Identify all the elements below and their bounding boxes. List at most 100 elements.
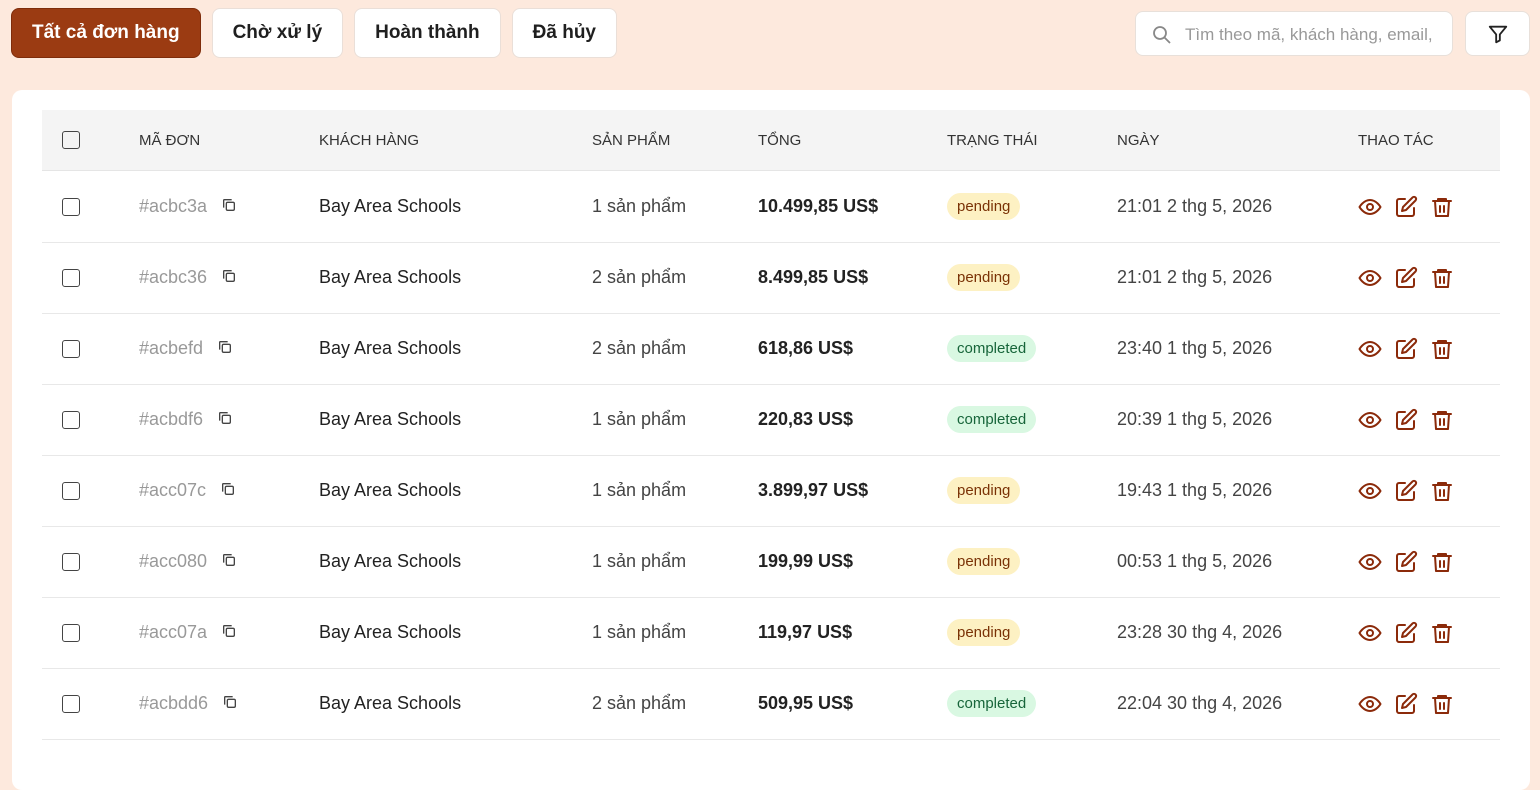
- status-cell: pending: [947, 455, 1021, 526]
- edit-button[interactable]: [1394, 266, 1418, 290]
- customer: Bay Area Schools: [319, 409, 462, 429]
- delete-button[interactable]: [1430, 195, 1454, 219]
- table-row[interactable]: #acc07c Bay Area Schools 1 sản phẩm 3.899,9…: [42, 455, 1500, 527]
- status-cell: pending: [947, 526, 1021, 597]
- delete-button[interactable]: [1430, 337, 1454, 361]
- order-id: #acc080: [139, 551, 208, 571]
- copy-icon[interactable]: [221, 197, 237, 213]
- row-checkbox[interactable]: [62, 268, 80, 287]
- copy-icon[interactable]: [217, 339, 233, 355]
- delete-button[interactable]: [1430, 621, 1454, 645]
- product-count: 1 sản phẩm: [592, 551, 687, 571]
- status-cell: pending: [947, 242, 1021, 313]
- view-button[interactable]: [1358, 621, 1382, 645]
- order-id-cell: #acc080: [139, 526, 237, 597]
- order-total: 509,95 US$: [758, 693, 854, 713]
- actions-cell: [1358, 455, 1454, 526]
- order-id-cell: #acbc36: [139, 242, 237, 313]
- status-badge: pending: [947, 548, 1021, 575]
- filter-button[interactable]: [1465, 11, 1530, 56]
- actions-cell: [1358, 242, 1454, 313]
- view-button[interactable]: [1358, 408, 1382, 432]
- table-row[interactable]: #acc080 Bay Area Schools 1 sản phẩm 199,99 …: [42, 526, 1500, 598]
- header-cell: MÃ ĐƠN: [139, 131, 201, 149]
- view-button[interactable]: [1358, 550, 1382, 574]
- row-checkbox[interactable]: [62, 410, 80, 429]
- table-header: MÃ ĐƠN KHÁCH HÀNG SẢN PHẨM TỔNG TRẠNG THÁI NG…: [42, 110, 1500, 171]
- edit-button[interactable]: [1394, 692, 1418, 716]
- copy-icon[interactable]: [221, 623, 237, 639]
- product-count: 1 sản phẩm: [592, 622, 687, 642]
- view-button[interactable]: [1358, 337, 1382, 361]
- status-cell: completed: [947, 313, 1037, 384]
- order-id: #acc07a: [139, 622, 208, 642]
- status-cell: pending: [947, 597, 1021, 668]
- body: Tất cả đơn hàng Chờ xử lý Hoàn thành Đã hủy…: [11, 8, 1530, 790]
- order-id-cell: #acc07c: [139, 455, 236, 526]
- view-button[interactable]: [1358, 692, 1382, 716]
- order-total: 8.499,85 US$: [758, 267, 869, 287]
- tab[interactable]: Chờ xử lý: [211, 8, 344, 58]
- table-row[interactable]: #acbc3a Bay Area Schools 1 sản phẩm 10.499,…: [42, 171, 1500, 243]
- delete-button[interactable]: [1430, 408, 1454, 432]
- edit-button[interactable]: [1394, 195, 1418, 219]
- order-date: 20:39 1 thg 5, 2026: [1117, 409, 1273, 429]
- table-row[interactable]: #acbdf6 Bay Area Schools 1 sản phẩm 220,83 …: [42, 384, 1500, 456]
- product-count: 1 sản phẩm: [592, 196, 687, 216]
- customer: Bay Area Schools: [319, 622, 462, 642]
- row-cell: [62, 384, 80, 455]
- edit-button[interactable]: [1394, 408, 1418, 432]
- row-checkbox[interactable]: [62, 197, 80, 216]
- table-row[interactable]: #acc07a Bay Area Schools 1 sản phẩm 119,97 …: [42, 597, 1500, 669]
- edit-button[interactable]: [1394, 337, 1418, 361]
- view-button[interactable]: [1358, 479, 1382, 503]
- header-cell: TỔNG: [758, 131, 802, 149]
- page: Orders {"tabs": ["Tất cả đơn hàng", "Chờ…: [11, 8, 1530, 790]
- edit-button[interactable]: [1394, 621, 1418, 645]
- row-checkbox[interactable]: [62, 339, 80, 358]
- view-button[interactable]: [1358, 195, 1382, 219]
- copy-icon[interactable]: [221, 268, 237, 284]
- order-id-cell: #acbdf6: [139, 384, 233, 455]
- table-row[interactable]: #acbdd6 Bay Area Schools 2 sản phẩm 509,95 …: [42, 668, 1500, 740]
- copy-icon[interactable]: [217, 410, 233, 426]
- row-cell: [62, 171, 80, 242]
- edit-button[interactable]: [1394, 550, 1418, 574]
- table-row[interactable]: #acbefd Bay Area Schools 2 sản phẩm 618,86 …: [42, 313, 1500, 385]
- row-checkbox[interactable]: [62, 623, 80, 642]
- row-checkbox[interactable]: [62, 694, 80, 713]
- order-id-cell: #acc07a: [139, 597, 237, 668]
- search-icon: [1153, 26, 1171, 44]
- status-badge: completed: [947, 690, 1037, 717]
- table-row[interactable]: #acbc36 Bay Area Schools 2 sản phẩm 8.499,8…: [42, 242, 1500, 314]
- header-cell: NGÀY: [1117, 131, 1160, 149]
- actions-cell: [1358, 668, 1454, 739]
- tab[interactable]: Đã hủy: [511, 8, 618, 58]
- edit-button[interactable]: [1394, 479, 1418, 503]
- actions-cell: [1358, 597, 1454, 668]
- delete-button[interactable]: [1430, 692, 1454, 716]
- order-total: 10.499,85 US$: [758, 196, 879, 216]
- header-cell: THAO TÁC: [1358, 131, 1434, 149]
- copy-icon[interactable]: [220, 481, 236, 497]
- select-all-checkbox[interactable]: [62, 131, 80, 149]
- order-id: #acbefd: [139, 338, 204, 358]
- order-date: 00:53 1 thg 5, 2026: [1117, 551, 1273, 571]
- customer: Bay Area Schools: [319, 693, 462, 713]
- status-badge: pending: [947, 477, 1021, 504]
- search-box[interactable]: Tìm theo mã, khách hàng, email,: [1135, 11, 1453, 56]
- row-checkbox[interactable]: [62, 552, 80, 571]
- copy-icon[interactable]: [222, 694, 238, 710]
- tab[interactable]: Hoàn thành: [354, 8, 501, 58]
- header-cell: TRẠNG THÁI: [947, 131, 1038, 149]
- tab[interactable]: Tất cả đơn hàng: [11, 8, 201, 58]
- row-checkbox[interactable]: [62, 481, 80, 500]
- filter-icon: [1488, 25, 1508, 44]
- product-count: 2 sản phẩm: [592, 693, 687, 713]
- view-button[interactable]: [1358, 266, 1382, 290]
- copy-icon[interactable]: [221, 552, 237, 568]
- delete-button[interactable]: [1430, 266, 1454, 290]
- status-badge: pending: [947, 264, 1021, 291]
- delete-button[interactable]: [1430, 550, 1454, 574]
- delete-button[interactable]: [1430, 479, 1454, 503]
